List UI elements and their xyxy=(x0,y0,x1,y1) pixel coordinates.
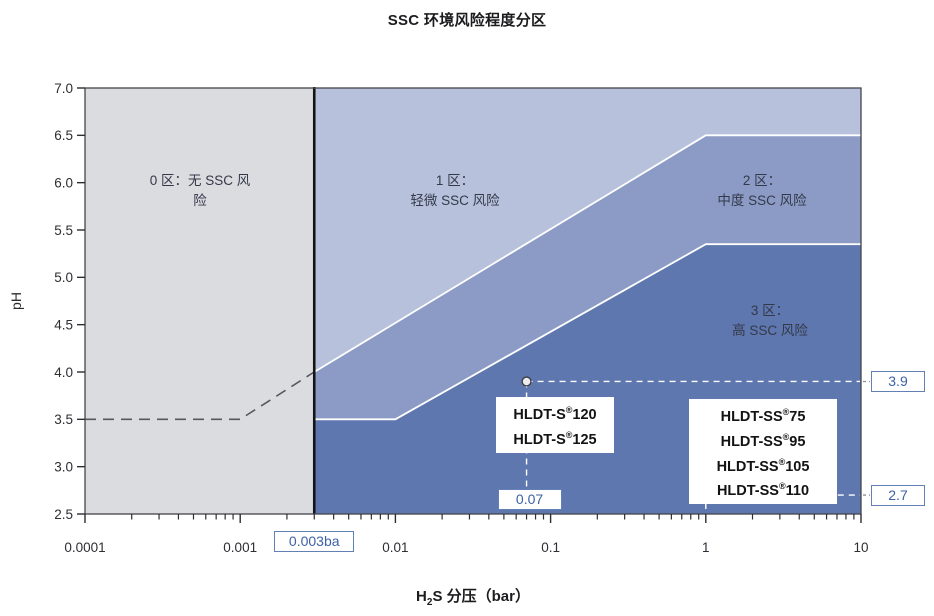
x-axis-ticks: 0.0001 0.001 0.01 0.1 1 10 xyxy=(64,514,869,555)
y-tick-label: 6.0 xyxy=(54,175,73,190)
y-tick-label: 7.0 xyxy=(54,81,73,96)
y-tick-label: 3.5 xyxy=(54,412,73,427)
chart-title: SSC 环境风险程度分区 xyxy=(387,12,547,29)
zone-2-region xyxy=(314,135,861,420)
boundary-zone1-zone2 xyxy=(313,134,861,373)
y-tick-label: 6.5 xyxy=(54,128,73,143)
y-tick-label: 4.0 xyxy=(54,365,73,380)
x-tick-label: 0.01 xyxy=(382,540,408,555)
x-tick-label: 0.001 xyxy=(223,540,257,555)
x-tick-label: 1 xyxy=(702,540,710,555)
data-point-marker xyxy=(700,490,711,501)
y-tick-label: 2.5 xyxy=(54,507,73,522)
y-tick-label: 4.5 xyxy=(54,317,73,332)
y-tick-label: 5.0 xyxy=(54,270,73,285)
zone-1-region xyxy=(314,88,861,372)
x-tick-label: 0.1 xyxy=(541,540,560,555)
y-tick-label: 3.0 xyxy=(54,459,73,474)
data-point-callout-0 xyxy=(521,376,870,512)
data-point-marker xyxy=(521,376,532,387)
x-tick-label: 10 xyxy=(853,540,868,555)
y-axis-ticks: 7.0 6.5 6.0 5.5 5.0 4.5 4.0 3.5 3.0 2.5 xyxy=(54,81,85,522)
zone-0-region xyxy=(85,88,315,514)
boundary-zone2-zone3 xyxy=(314,243,861,421)
plot-border xyxy=(84,87,862,515)
y-tick-label: 5.5 xyxy=(54,223,73,238)
x-tick-label: 0.0001 xyxy=(64,540,105,555)
